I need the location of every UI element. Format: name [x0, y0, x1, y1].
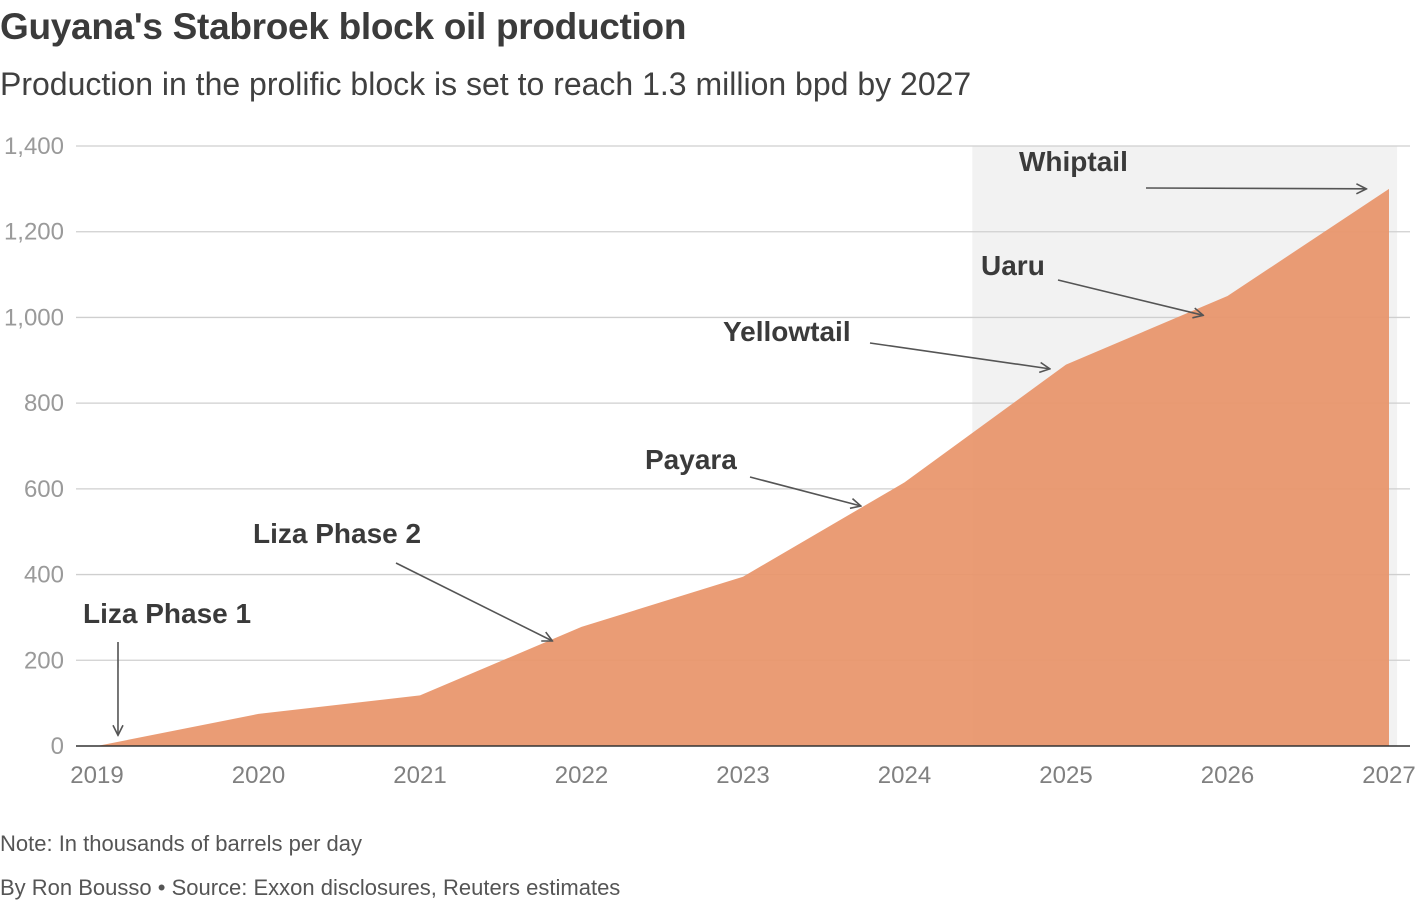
- x-tick-label: 2022: [555, 762, 608, 789]
- x-tick-label: 2025: [1039, 762, 1092, 789]
- x-tick-label: 2026: [1201, 762, 1254, 789]
- annotation-arrow-whiptail: [1145, 188, 1366, 189]
- chart-subtitle: Production in the prolific block is set …: [0, 66, 972, 102]
- area-chart: 0 200 400 600 800 1,000 1,200 1,400 2019 2020 202…: [4, 133, 1416, 789]
- x-tick-label: 2021: [393, 762, 446, 789]
- source-credit: By Ron Bousso • Source: Exxon disclosure…: [0, 875, 621, 900]
- annotation-liza-phase-1: Liza Phase 1: [83, 598, 251, 629]
- annotation-arrow-uaru: [1057, 279, 1203, 315]
- chart-title: Guyana's Stabroek block oil production: [0, 6, 687, 47]
- annotation-payara: Payara: [645, 444, 737, 475]
- annotation-whiptail: Whiptail: [1019, 146, 1128, 177]
- y-tick-label: 600: [24, 476, 64, 503]
- annotation-liza-phase-2: Liza Phase 2: [253, 518, 421, 549]
- y-tick-label: 400: [24, 562, 64, 589]
- production-area: [97, 188, 1389, 746]
- annotation-arrow-liza-phase-2: [395, 562, 552, 641]
- x-tick-label: 2027: [1362, 762, 1415, 789]
- y-axis-ticks: 0 200 400 600 800 1,000 1,200 1,400: [4, 133, 64, 760]
- x-tick-label: 2023: [716, 762, 769, 789]
- y-tick-label: 800: [24, 390, 64, 417]
- annotation-yellowtail: Yellowtail: [723, 316, 851, 347]
- footnote: Note: In thousands of barrels per day: [0, 831, 362, 856]
- y-tick-label: 0: [51, 733, 64, 760]
- y-tick-label: 1,200: [4, 219, 64, 246]
- y-tick-label: 1,400: [4, 133, 64, 160]
- y-tick-label: 200: [24, 647, 64, 674]
- annotation-arrow-yellowtail: [869, 342, 1050, 369]
- x-tick-label: 2019: [70, 762, 123, 789]
- x-axis-ticks: 2019 2020 2021 2022 2023 2024 2025 2026 2027: [70, 762, 1415, 789]
- y-tick-label: 1,000: [4, 304, 64, 331]
- x-tick-label: 2024: [878, 762, 931, 789]
- annotation-uaru: Uaru: [981, 250, 1045, 281]
- field-annotations: Liza Phase 1 Liza Phase 2 Payara Yellowtail…: [83, 146, 1366, 735]
- annotation-arrow-payara: [749, 476, 861, 506]
- x-tick-label: 2020: [232, 762, 285, 789]
